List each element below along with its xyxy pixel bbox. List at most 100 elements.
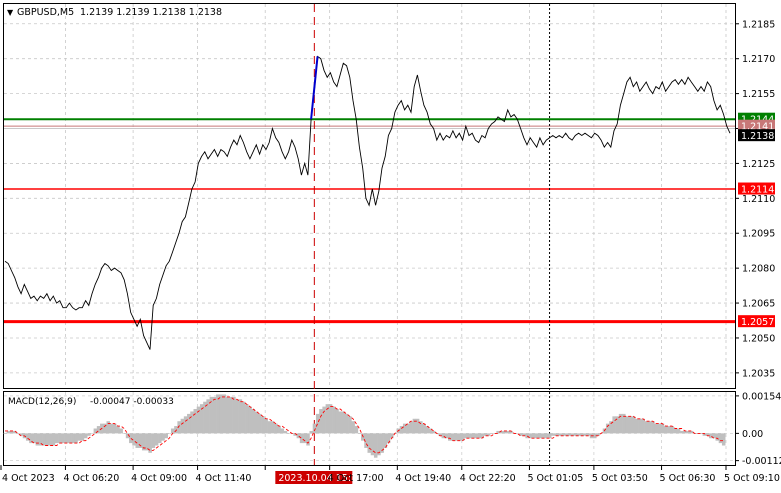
- macd-hist-bar-58: [190, 411, 194, 434]
- macd-hist-bar-181: [586, 433, 591, 436]
- price-axis-label-8: 1.2065: [742, 299, 775, 310]
- macd-axis: 0.00154 0.00 -0.00112: [735, 391, 781, 467]
- macd-label: MACD(12,26,9): [8, 397, 76, 407]
- macd-hist-bar-188: [609, 421, 613, 434]
- current-price-tag-label: 1.2138: [741, 131, 774, 142]
- price-line-group: [4, 55, 731, 350]
- macd-hist-bar-189: [612, 416, 616, 434]
- macd-hist-bar-19: [64, 433, 69, 444]
- macd-hist-bar-157: [509, 430, 513, 434]
- macd-hist-bar-104: [338, 411, 343, 434]
- macd-hist-bar-159: [515, 433, 520, 434]
- macd-hist-bar-29: [96, 426, 101, 434]
- macd-hist-bar-38: [125, 433, 130, 439]
- price-axis-label-2: 1.2155: [742, 89, 775, 100]
- macd-hist-bar-44: [145, 433, 149, 451]
- macd-hist-bar-72: [235, 399, 239, 434]
- macd-hist-bar-98: [319, 409, 323, 434]
- macd-hist-bar-86: [280, 428, 285, 434]
- time-axis-label-2: 4 Oct 09:00: [131, 473, 187, 484]
- macd-hist-bar-82: [267, 421, 272, 434]
- macd-hist-bar-14: [48, 433, 53, 446]
- macd-hist-bar-103: [335, 409, 339, 434]
- macd-hist-bar-66: [216, 394, 220, 434]
- price-axis-label-0: 1.2185: [742, 19, 775, 30]
- macd-hist-bar-119: [386, 433, 391, 444]
- macd-hist-bar-123: [399, 426, 404, 434]
- macd-hist-bar-179: [580, 433, 584, 436]
- macd-hist-bar-71: [232, 396, 236, 434]
- macd-hist-bar-80: [261, 416, 265, 434]
- macd-hist-bar-166: [538, 433, 542, 439]
- macd-hist-bar-222: [718, 433, 723, 444]
- macd-hist-bar-174: [564, 433, 568, 436]
- macd-hist-bar-35: [116, 426, 120, 434]
- macd-hist-bar-209: [676, 428, 681, 434]
- macd-hist-bar-61: [199, 404, 204, 434]
- macd-hist-bar-132: [428, 428, 433, 434]
- macd-hist-bar-12: [42, 433, 46, 446]
- macd-hist-bar-219: [709, 433, 713, 439]
- macd-hist-bar-173: [560, 433, 565, 436]
- macd-hist-bar-17: [58, 433, 62, 444]
- macd-hist-bar-145: [470, 433, 475, 439]
- dropdown-arrow-icon[interactable]: ▼: [7, 8, 14, 17]
- macd-hist-bar-56: [183, 416, 188, 434]
- price-axis-label-10: 1.2035: [742, 368, 775, 379]
- macd-hist-bar-127: [412, 418, 417, 434]
- macd-hist-bar-220: [712, 433, 716, 439]
- macd-hist-bar-84: [274, 423, 278, 434]
- macd-hist-bar-96: [312, 423, 317, 434]
- macd-hist-bar-47: [154, 433, 159, 446]
- level-tag-label-4: 1.2057: [741, 317, 774, 328]
- horizontal-levels: [4, 118, 735, 324]
- macd-hist-bar-218: [705, 433, 710, 436]
- macd-hist-bar-165: [535, 433, 539, 439]
- macd-hist-bar-4: [16, 433, 20, 434]
- time-axis-label-9: 5 Oct 03:50: [592, 473, 648, 484]
- macd-hist-bar-10: [35, 433, 40, 446]
- price-axis-label-4: 1.2125: [742, 159, 775, 170]
- macd-hist-bar-22: [74, 433, 78, 444]
- macd-hist-bar-107: [348, 416, 352, 434]
- macd-hist-bar-24: [80, 433, 85, 441]
- macd-hist-bar-114: [370, 433, 375, 456]
- macd-hist-bar-3: [13, 430, 17, 434]
- macd-hist-bar-116: [377, 433, 381, 456]
- macd-hist-bar-142: [460, 433, 465, 441]
- macd-hist-bar-147: [477, 433, 481, 439]
- macd-hist-bar-2: [9, 430, 14, 434]
- macd-hist-bar-113: [367, 433, 372, 453]
- macd-hist-bar-141: [457, 433, 462, 441]
- macd-hist-bar-16: [54, 433, 59, 444]
- macd-hist-bar-175: [567, 433, 571, 436]
- macd-hist-bar-41: [135, 433, 140, 448]
- macd-hist-bar-7: [25, 433, 30, 441]
- macd-hist-bar-115: [373, 433, 378, 458]
- macd-hist-bar-138: [448, 433, 452, 441]
- macd-hist-bar-211: [683, 430, 687, 434]
- macd-axis-label-0: 0.00154: [742, 391, 781, 402]
- macd-hist-bar-206: [667, 426, 671, 434]
- macd-hist-bar-200: [647, 421, 652, 434]
- time-axis-label-3: 4 Oct 11:40: [196, 473, 252, 484]
- time-axis-label-8: 5 Oct 01:05: [527, 473, 583, 484]
- level-tag-label-3: 1.2114: [741, 185, 774, 196]
- macd-hist-bar-102: [332, 406, 336, 434]
- macd-hist-bar-176: [570, 433, 575, 436]
- macd-hist-bar-170: [551, 433, 555, 436]
- macd-hist-bar-153: [496, 430, 500, 434]
- macd-hist-bar-74: [241, 401, 246, 434]
- macd-hist-bar-148: [480, 433, 484, 439]
- macd-hist-bar-53: [174, 426, 178, 434]
- macd-hist-bar-51: [167, 433, 172, 434]
- macd-hist-bar-204: [660, 423, 665, 434]
- macd-hist-bar-129: [419, 421, 423, 434]
- macd-hist-bar-191: [618, 413, 623, 434]
- macd-hist-bar-0: [3, 433, 7, 434]
- macd-hist-bar-140: [454, 433, 459, 441]
- macd-hist-bar-201: [651, 421, 655, 434]
